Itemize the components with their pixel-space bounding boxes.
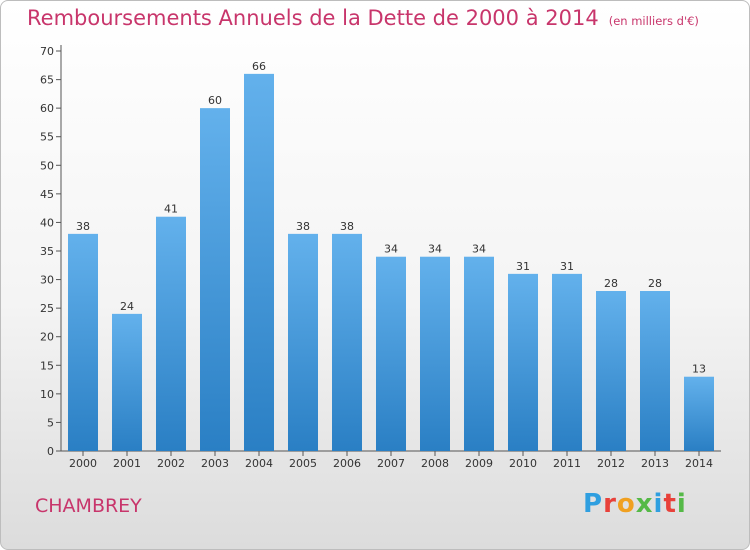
y-tick-label: 60 [40,102,54,115]
bar-2006 [332,233,362,451]
data-label: 38 [296,220,310,233]
y-tick-label: 55 [40,131,54,144]
data-label: 34 [384,243,398,256]
bar-2002 [156,216,186,451]
data-label: 38 [76,220,90,233]
bar-2010 [508,273,538,451]
data-label: 31 [516,260,530,273]
bar-2011 [552,273,582,451]
logo-letter: i [653,489,664,519]
logo-letter: o [616,489,636,519]
y-tick-label: 25 [40,302,54,315]
y-tick-label: 65 [40,74,54,87]
x-tick-label: 2003 [201,457,229,470]
bar-2007 [376,256,406,451]
x-tick-label: 2008 [421,457,449,470]
y-tick-label: 10 [40,388,54,401]
chart-subtitle: (en milliers d'€) [608,14,699,28]
y-tick-label: 35 [40,245,54,258]
city-name: CHAMBREY [35,495,142,517]
y-tick-label: 15 [40,359,54,372]
proxiti-logo: Proxiti [583,489,687,519]
y-tick-label: 5 [47,416,54,429]
data-label: 66 [252,60,266,73]
data-label: 31 [560,260,574,273]
x-tick-label: 2013 [641,457,669,470]
x-tick-label: 2002 [157,457,185,470]
logo-letter: x [635,489,654,519]
bar-2014 [684,376,714,451]
data-label: 41 [164,203,178,216]
data-label: 13 [692,363,706,376]
logo-letter: P [583,489,604,519]
x-tick-label: 2000 [69,457,97,470]
x-tick-label: 2009 [465,457,493,470]
bar-2003 [200,108,230,452]
data-label: 28 [648,277,662,290]
bar-2012 [596,291,626,451]
logo-letter: i [676,489,687,519]
data-label: 38 [340,220,354,233]
x-tick-label: 2007 [377,457,405,470]
bar-2000 [68,233,98,451]
x-tick-label: 2012 [597,457,625,470]
x-tick-label: 2005 [289,457,317,470]
logo-letter: t [663,489,677,519]
data-label: 34 [472,243,486,256]
y-tick-label: 45 [40,188,54,201]
data-label: 24 [120,300,134,313]
x-tick-label: 2001 [113,457,141,470]
data-label: 60 [208,94,222,107]
bar-2013 [640,291,670,451]
bar-2001 [112,313,142,451]
x-tick-label: 2010 [509,457,537,470]
y-tick-label: 40 [40,216,54,229]
y-tick-label: 50 [40,159,54,172]
x-tick-label: 2011 [553,457,581,470]
x-tick-label: 2006 [333,457,361,470]
bar-2005 [288,233,318,451]
chart-title-text: Remboursements Annuels de la Dette de 20… [27,6,599,30]
bar-2004 [244,73,274,451]
y-tick-label: 0 [47,445,54,458]
bar-2008 [420,256,450,451]
y-tick-label: 70 [40,45,54,58]
logo-letter: r [603,489,617,519]
data-label: 28 [604,277,618,290]
x-tick-label: 2014 [685,457,713,470]
x-tick-label: 2004 [245,457,273,470]
bar-2009 [464,256,494,451]
chart-title: Remboursements Annuels de la Dette de 20… [27,6,699,30]
y-tick-label: 30 [40,274,54,287]
data-label: 34 [428,243,442,256]
y-tick-label: 20 [40,331,54,344]
